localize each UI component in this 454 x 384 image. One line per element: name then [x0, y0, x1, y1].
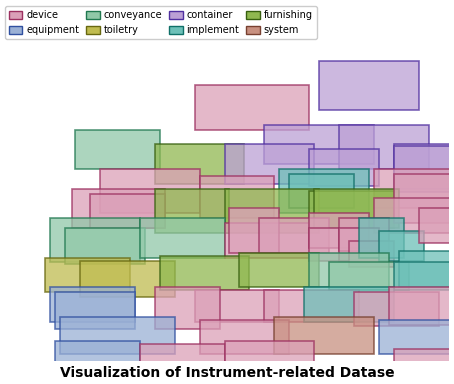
- Bar: [310, 190, 395, 228]
- Bar: [59, 317, 174, 354]
- Bar: [49, 287, 134, 321]
- Bar: [380, 231, 424, 260]
- Bar: [154, 189, 230, 233]
- Legend: device, equipment, conveyance, toiletry, container, implement, furnishing, syste: device, equipment, conveyance, toiletry,…: [5, 7, 316, 39]
- Bar: [340, 125, 429, 169]
- Bar: [44, 258, 129, 292]
- Bar: [224, 223, 310, 258]
- Bar: [330, 263, 410, 290]
- Bar: [315, 189, 400, 228]
- Bar: [419, 209, 454, 243]
- Bar: [310, 253, 390, 287]
- Bar: [64, 228, 144, 265]
- Bar: [199, 176, 275, 218]
- Bar: [400, 251, 454, 287]
- Bar: [340, 218, 390, 251]
- Bar: [74, 129, 159, 169]
- Bar: [54, 292, 134, 329]
- Bar: [154, 287, 219, 329]
- Bar: [194, 290, 280, 321]
- Bar: [320, 61, 419, 110]
- Bar: [275, 317, 375, 354]
- Bar: [395, 144, 454, 189]
- Bar: [395, 146, 454, 192]
- Bar: [395, 263, 454, 290]
- Bar: [310, 228, 360, 260]
- Bar: [340, 228, 380, 260]
- Bar: [360, 218, 405, 258]
- Bar: [355, 292, 439, 326]
- Bar: [224, 341, 315, 369]
- Bar: [265, 125, 375, 164]
- Bar: [240, 253, 320, 287]
- Bar: [305, 287, 395, 321]
- Bar: [260, 218, 330, 253]
- Bar: [310, 213, 370, 248]
- Bar: [194, 85, 310, 129]
- Bar: [49, 218, 139, 263]
- Bar: [375, 199, 454, 233]
- Bar: [199, 319, 290, 354]
- Bar: [380, 319, 454, 354]
- Bar: [159, 256, 250, 290]
- Bar: [395, 349, 454, 379]
- Bar: [224, 144, 315, 184]
- Bar: [72, 189, 164, 228]
- Bar: [290, 174, 355, 209]
- Bar: [350, 241, 395, 267]
- Bar: [79, 260, 174, 297]
- Bar: [280, 169, 370, 213]
- Bar: [390, 287, 454, 324]
- Text: Visualization of Instrument-related Datase: Visualization of Instrument-related Data…: [59, 366, 395, 380]
- Bar: [230, 209, 280, 253]
- Bar: [54, 341, 139, 369]
- Bar: [139, 344, 224, 371]
- Bar: [375, 169, 454, 209]
- Bar: [310, 149, 380, 186]
- Bar: [224, 189, 320, 233]
- Bar: [154, 144, 245, 184]
- Bar: [139, 218, 224, 258]
- Bar: [89, 194, 164, 228]
- Bar: [395, 174, 454, 223]
- Bar: [99, 169, 199, 213]
- Bar: [265, 290, 360, 321]
